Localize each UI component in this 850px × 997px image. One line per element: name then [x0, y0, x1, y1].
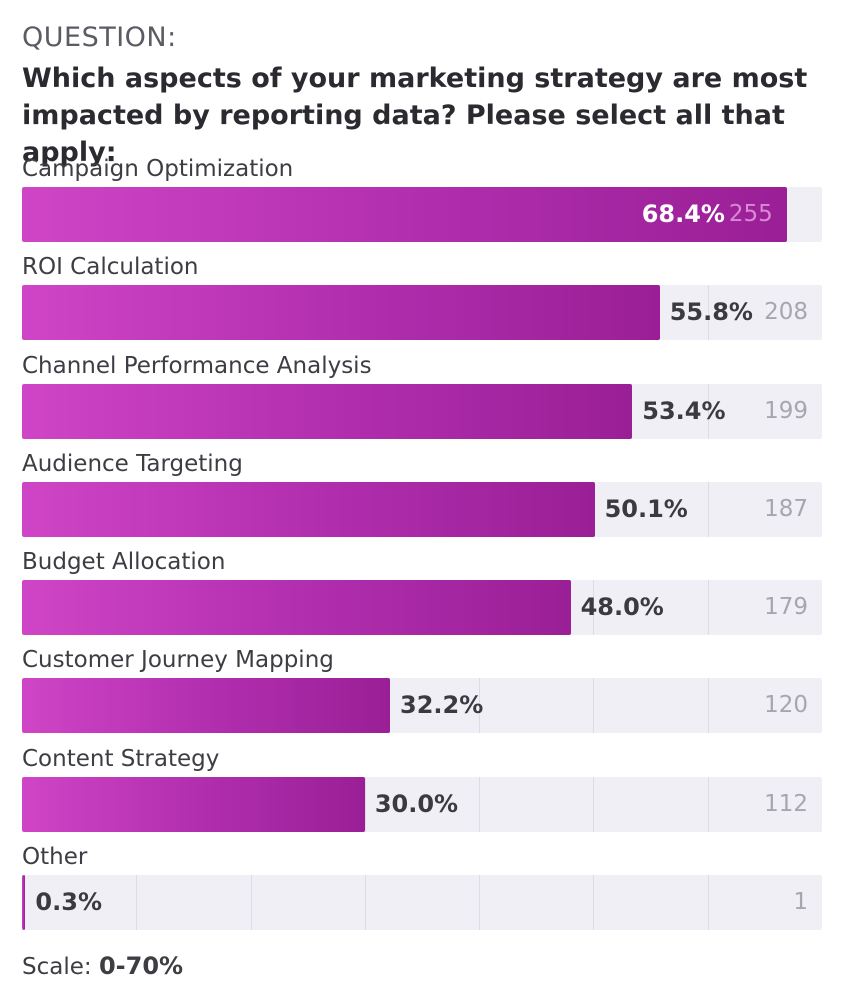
chart-row: Other 0.3% 1: [22, 841, 822, 939]
category-label: Campaign Optimization: [22, 156, 294, 182]
category-label: Budget Allocation: [22, 549, 226, 576]
bar-track: 53.4% 199: [22, 383, 822, 439]
category-label: Customer Journey Mapping: [22, 647, 334, 674]
category-label: Channel Performance Analysis: [22, 352, 372, 379]
gridline: [593, 678, 594, 734]
chart-row: Budget Allocation 48.0% 179: [22, 546, 822, 644]
bar: [22, 776, 365, 832]
bar: [22, 187, 787, 242]
chart-row: Audience Targeting 50.1% 187: [22, 448, 822, 546]
gridline: [593, 875, 594, 931]
bar-track: 30.0% 112: [22, 776, 822, 832]
count-label: 179: [764, 594, 808, 621]
value-label: 0.3%: [35, 888, 102, 917]
value-label: 50.1%: [604, 494, 688, 523]
count-label: 208: [764, 299, 808, 326]
chart-row: Customer Journey Mapping 32.2% 120: [22, 644, 822, 742]
chart-row: ROI Calculation 55.8% 208: [22, 251, 822, 349]
count-label: 112: [764, 790, 808, 817]
bar-track: 55.8% 208: [22, 285, 822, 341]
scale-caption: Scale: 0-70%: [22, 952, 183, 980]
count-label: 255: [728, 201, 773, 227]
gridline: [365, 776, 366, 832]
value-label: 55.8%: [669, 298, 753, 327]
gridline: [365, 875, 366, 931]
value-label: 53.4%: [642, 396, 726, 425]
count-label: 187: [764, 495, 808, 522]
category-label: Other: [22, 844, 88, 871]
bar: [22, 481, 595, 537]
chart-row: Channel Performance Analysis 53.4% 199: [22, 350, 822, 448]
question-text: Which aspects of your marketing strategy…: [22, 63, 808, 168]
gridline: [479, 776, 480, 832]
value-label: 32.2%: [400, 691, 484, 720]
gridline: [593, 776, 594, 832]
gridline: [708, 481, 709, 537]
value-label: 68.4%: [641, 200, 725, 228]
scale-value: 0-70%: [98, 952, 184, 980]
gridline: [593, 580, 594, 636]
bar-track: 68.4% 255: [22, 187, 822, 242]
bar: [22, 678, 390, 734]
chart-rows: Campaign Optimization 68.4% 255 ROI Calcula…: [22, 153, 822, 939]
bar: [22, 875, 26, 931]
count-label: 1: [793, 889, 808, 916]
gridline: [251, 875, 252, 931]
count-label: 120: [764, 692, 808, 719]
question-label: QUESTION:: [22, 22, 177, 53]
chart-row: Content Strategy 30.0% 112: [22, 743, 822, 841]
scale-label: Scale:: [22, 954, 92, 980]
gridline: [708, 678, 709, 734]
count-label: 199: [764, 397, 808, 424]
chart-row: Campaign Optimization 68.4% 255: [22, 153, 822, 251]
gridline: [708, 285, 709, 341]
value-label: 30.0%: [374, 789, 459, 818]
gridline: [708, 383, 709, 439]
category-label: ROI Calculation: [22, 254, 199, 281]
bar-track: 50.1% 187: [22, 481, 822, 537]
gridline: [708, 580, 709, 636]
bar-track: 0.3% 1: [22, 875, 822, 931]
gridline: [708, 776, 709, 832]
gridline: [136, 875, 137, 931]
bar-track: 48.0% 179: [22, 580, 822, 636]
category-label: Content Strategy: [22, 745, 220, 772]
bar-track: 32.2% 120: [22, 678, 822, 734]
category-label: Audience Targeting: [22, 450, 243, 477]
bar: [22, 383, 633, 439]
value-label: 48.0%: [580, 593, 664, 622]
gridline: [479, 875, 480, 931]
bar: [22, 580, 571, 636]
bar: [22, 285, 660, 341]
gridline: [708, 875, 709, 931]
gridline: [479, 678, 480, 734]
